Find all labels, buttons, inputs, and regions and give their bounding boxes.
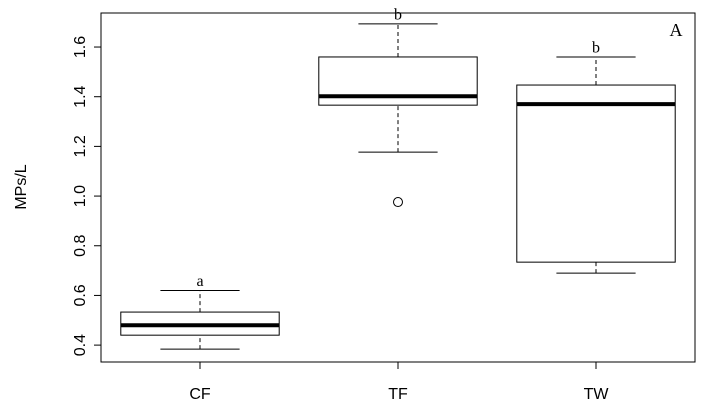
y-tick-label: 1.4: [72, 85, 89, 107]
significance-label: a: [196, 273, 203, 290]
box: [516, 84, 676, 263]
significance-label: b: [394, 7, 402, 24]
y-tick-label: 0.6: [72, 284, 89, 306]
x-tick-label: TF: [388, 386, 408, 403]
y-tick-label: 1.2: [72, 135, 89, 157]
y-tick-label: 1.6: [72, 36, 89, 58]
panel-label: A: [670, 20, 683, 40]
significance-label: b: [592, 40, 600, 57]
x-tick-label: CF: [189, 386, 211, 403]
y-tick-label: 0.4: [72, 334, 89, 356]
y-axis-label: MPs/L: [13, 164, 30, 209]
y-tick-label: 1.0: [72, 185, 89, 207]
y-tick-label: 0.8: [72, 235, 89, 257]
x-tick-label: TW: [584, 386, 610, 403]
outlier: [393, 197, 403, 208]
